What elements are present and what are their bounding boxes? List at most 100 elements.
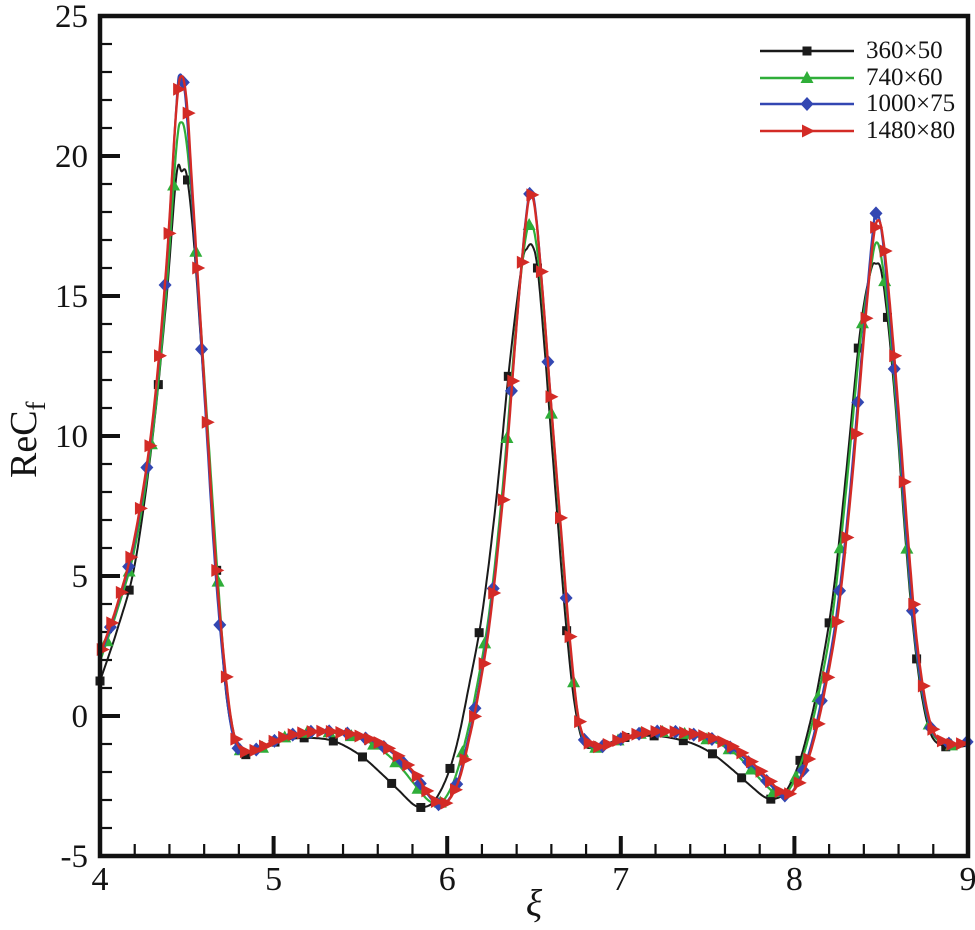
- triangle-right-marker: [621, 730, 635, 744]
- triangle-right-marker: [392, 749, 406, 763]
- triangle-right-marker: [325, 724, 339, 738]
- triangle-right-marker: [669, 725, 683, 739]
- triangle-right-marker: [564, 630, 578, 644]
- tick-labels: 4 5 6 7 8 9 25 20 15 10 5 0 -5: [55, 0, 975, 898]
- triangle-right-marker: [917, 679, 931, 693]
- data-curves: [95, 73, 974, 812]
- triangle-right-marker: [507, 374, 521, 388]
- triangle-right-marker: [268, 734, 282, 748]
- triangle-right-marker: [115, 585, 129, 599]
- triangle-right-marker: [803, 752, 817, 766]
- y-tick-label: -5: [61, 839, 89, 875]
- triangle-right-marker: [679, 726, 693, 740]
- triangle-right-marker: [230, 732, 244, 746]
- triangle-right-marker: [889, 349, 903, 363]
- legend-row: 1000×75: [758, 90, 955, 118]
- legend-marker: [802, 124, 815, 138]
- triangle-right-marker: [430, 794, 444, 808]
- triangle-right-marker: [612, 734, 626, 748]
- y-tick-label: 5: [72, 559, 89, 595]
- triangle-right-marker: [134, 501, 148, 515]
- triangle-right-marker: [211, 563, 225, 577]
- markers-1480×80: [96, 82, 970, 810]
- triangle-right-marker: [316, 724, 330, 738]
- square-marker: [474, 628, 484, 638]
- triangle-right-marker: [173, 82, 187, 96]
- x-tick-label: 6: [439, 861, 456, 898]
- triangle-right-marker: [583, 736, 597, 750]
- x-axis-title: ξ: [526, 883, 543, 925]
- triangle-right-marker: [497, 493, 511, 507]
- triangle-right-marker: [421, 784, 435, 798]
- triangle-right-marker: [774, 784, 788, 798]
- legend-swatch-2: [760, 97, 854, 112]
- triangle-right-marker: [707, 731, 721, 745]
- triangle-right-marker: [688, 727, 702, 741]
- y-axis-title-subscript: f: [21, 401, 51, 410]
- triangle-right-marker: [631, 727, 645, 741]
- triangle-right-marker: [593, 740, 607, 754]
- triangle-right-marker: [516, 255, 530, 269]
- triangle-right-marker: [478, 657, 492, 671]
- diamond-marker: [869, 206, 883, 221]
- legend-marker: [802, 46, 812, 56]
- triangle-right-marker: [555, 511, 569, 525]
- triangle-right-marker: [154, 349, 168, 363]
- triangle-right-marker: [736, 746, 750, 760]
- triangle-right-marker: [812, 717, 826, 731]
- y-axis-title: ReCf: [3, 401, 51, 478]
- triangle-right-marker: [545, 390, 559, 404]
- triangle-right-marker: [383, 741, 397, 755]
- triangle-right-marker: [841, 530, 855, 544]
- curve-1000×75: [98, 73, 970, 806]
- x-tick-label: 7: [612, 861, 629, 898]
- triangle-right-marker: [192, 261, 206, 275]
- legend-row: 740×60: [758, 63, 955, 92]
- y-tick-label: 10: [55, 419, 88, 455]
- square-marker: [707, 749, 717, 759]
- markers-360×50: [95, 175, 951, 812]
- triangle-right-marker: [927, 722, 941, 736]
- triangle-up-marker: [478, 636, 492, 649]
- triangle-right-marker: [287, 728, 301, 742]
- triangle-right-marker: [851, 427, 865, 441]
- triangle-right-marker: [860, 311, 874, 325]
- triangle-right-marker: [163, 226, 177, 240]
- triangle-right-marker: [125, 550, 139, 564]
- square-marker: [357, 752, 367, 762]
- triangle-right-marker: [526, 188, 540, 202]
- triangle-right-marker: [182, 106, 196, 120]
- triangle-right-marker: [898, 475, 912, 489]
- legend-row: 1480×80: [758, 116, 956, 145]
- square-marker: [416, 802, 426, 812]
- legend-label: 1480×80: [866, 116, 956, 144]
- curve-740×60: [98, 121, 970, 805]
- triangle-right-marker: [822, 670, 836, 684]
- triangle-right-marker: [946, 737, 960, 751]
- triangle-right-marker: [793, 776, 807, 790]
- triangle-right-marker: [602, 737, 616, 751]
- triangle-right-marker: [354, 729, 368, 743]
- triangle-right-marker: [220, 670, 234, 684]
- triangle-right-marker: [879, 244, 893, 258]
- triangle-right-marker: [717, 735, 731, 749]
- y-tick-label: 0: [72, 699, 89, 735]
- legend-label: 740×60: [866, 63, 943, 91]
- triangle-right-marker: [765, 774, 779, 788]
- triangle-right-marker: [574, 715, 588, 729]
- triangle-right-marker: [698, 729, 712, 743]
- legend-swatch-1: [760, 70, 854, 83]
- triangle-right-marker: [373, 736, 387, 750]
- x-tick-label: 9: [960, 861, 975, 898]
- triangle-right-marker: [469, 709, 483, 723]
- triangle-right-marker: [144, 439, 158, 453]
- triangle-right-marker: [411, 769, 425, 783]
- legend-marker: [800, 70, 814, 83]
- triangle-right-marker: [402, 758, 416, 772]
- triangle-right-marker: [249, 743, 263, 757]
- diamond-marker: [833, 583, 847, 598]
- triangle-right-marker: [364, 732, 378, 746]
- square-marker: [387, 778, 397, 788]
- y-tick-label: 20: [55, 139, 88, 175]
- legend-marker: [800, 97, 814, 112]
